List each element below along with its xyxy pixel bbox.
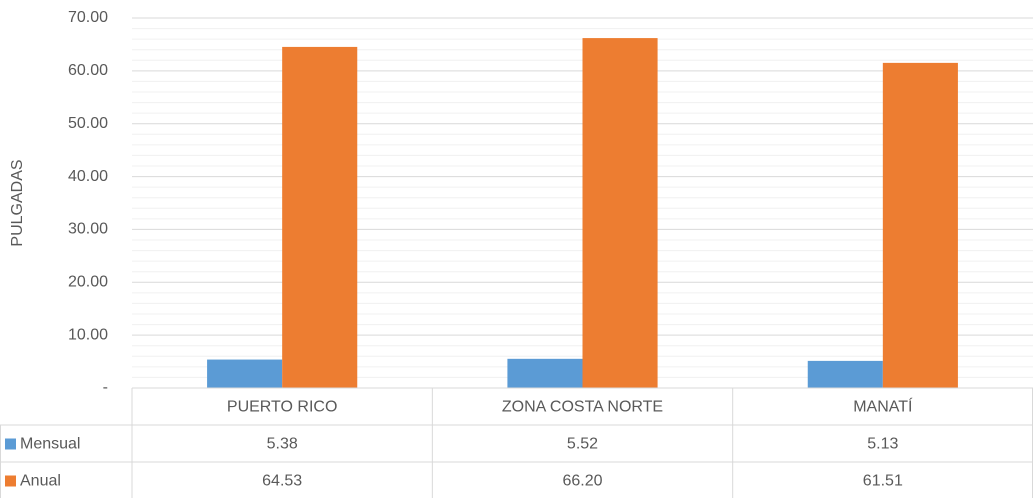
y-tick-label: 50.00	[68, 115, 108, 132]
table-value: 5.13	[867, 436, 898, 453]
legend-label: Mensual	[20, 436, 80, 453]
x-tick-label: MANATÍ	[853, 397, 913, 416]
legend-swatch	[5, 475, 16, 487]
y-tick-label: 70.00	[68, 9, 108, 26]
y-axis-label: PULGADAS	[9, 159, 26, 246]
x-tick-label: ZONA COSTA NORTE	[502, 399, 663, 416]
y-tick-label: 30.00	[68, 221, 108, 238]
y-tick-label: 60.00	[68, 62, 108, 79]
x-tick-label: PUERTO RICO	[227, 399, 338, 416]
y-tick-label: -	[103, 379, 108, 396]
bar	[807, 360, 883, 388]
bar	[282, 46, 358, 389]
table-value: 61.51	[863, 473, 903, 490]
table-value: 5.52	[567, 436, 598, 453]
bar	[507, 358, 583, 388]
bar	[882, 62, 958, 389]
table-value: 5.38	[267, 436, 298, 453]
bar	[582, 38, 658, 388]
table-value: 66.20	[562, 473, 602, 490]
legend-swatch	[5, 438, 16, 450]
bar	[207, 359, 283, 388]
legend-label: Anual	[20, 473, 61, 490]
y-tick-label: 40.00	[68, 168, 108, 185]
y-tick-label: 10.00	[68, 326, 108, 343]
y-tick-label: 20.00	[68, 274, 108, 291]
table-value: 64.53	[262, 473, 302, 490]
